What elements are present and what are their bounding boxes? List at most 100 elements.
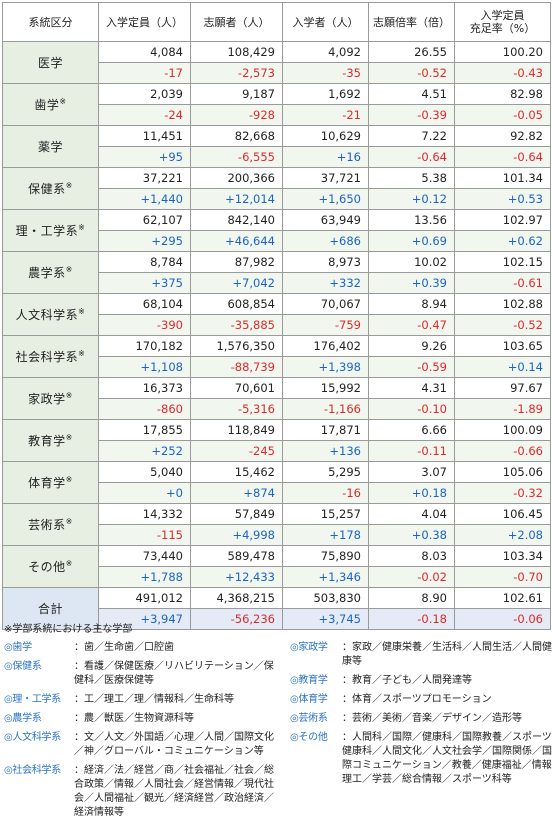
change-cell: -1,166 bbox=[282, 398, 369, 420]
change-cell: -24 bbox=[98, 104, 191, 126]
change-cell: -35,885 bbox=[190, 314, 283, 336]
notes-title: ※学部系統における主な学部 bbox=[4, 624, 133, 635]
value-cell: 503,830 bbox=[282, 587, 369, 609]
change-cell: +7,042 bbox=[190, 272, 283, 294]
note-heading: ◎体育学 bbox=[290, 694, 328, 705]
change-cell: +1,346 bbox=[282, 566, 369, 588]
note-item: ◎芸術系 ：芸術／美術／音楽／デザイン／造形等 bbox=[290, 712, 552, 726]
value-cell: 82.98 bbox=[454, 83, 551, 105]
note-body: ：家政／健康栄養／生活科／人間生活／人間健康等 bbox=[342, 642, 552, 667]
value-cell: 4.04 bbox=[368, 503, 455, 525]
value-cell: 75,890 bbox=[282, 545, 369, 567]
change-cell: -88,739 bbox=[190, 356, 283, 378]
value-cell: 100.20 bbox=[454, 41, 551, 63]
change-cell: +178 bbox=[282, 524, 369, 546]
value-cell: 15,462 bbox=[190, 461, 283, 483]
note-heading: ◎教育学 bbox=[290, 675, 328, 686]
value-cell: 17,871 bbox=[282, 419, 369, 441]
change-cell: -1.89 bbox=[454, 398, 551, 420]
header-applicants: 志願者（人） bbox=[190, 2, 283, 42]
value-cell: 97.67 bbox=[454, 377, 551, 399]
header-fill-rate: 入学定員 充足率（%） bbox=[454, 2, 551, 42]
value-cell: 15,257 bbox=[282, 503, 369, 525]
change-cell: -0.02 bbox=[368, 566, 455, 588]
category-cell: その他※ bbox=[2, 545, 99, 588]
category-cell: 薬学 bbox=[2, 125, 99, 168]
note-body: ：工／理工／理／情報科／生命科等 bbox=[74, 694, 234, 705]
change-cell: -0.64 bbox=[454, 146, 551, 168]
notes-right-column: ◎家政学 ：家政／健康栄養／生活科／人間生活／人間健康等 ◎教育学 ：教育／子ども／人… bbox=[290, 641, 552, 792]
header-fill-rate-line2: 充足率（%） bbox=[469, 22, 536, 35]
change-cell: -56,236 bbox=[190, 608, 283, 630]
footnote-mark: ※ bbox=[65, 517, 73, 526]
category-name: 人文科学系 bbox=[15, 308, 79, 322]
note-item: ◎家政学 ：家政／健康栄養／生活科／人間生活／人間健康等 bbox=[290, 641, 552, 669]
table-row: 教育学※ 17,855 118,849 17,871 6.66 100.09 bbox=[2, 419, 551, 462]
change-cell: -0.66 bbox=[454, 440, 551, 462]
value-cell: 4.51 bbox=[368, 83, 455, 105]
value-cell: 17,855 bbox=[98, 419, 191, 441]
category-name: 合計 bbox=[37, 602, 63, 616]
change-cell: -0.47 bbox=[368, 314, 455, 336]
change-cell: -860 bbox=[98, 398, 191, 420]
total-row: 合計 491,012 4,368,215 503,830 8.90 102.61 bbox=[2, 587, 551, 630]
change-cell: -0.11 bbox=[368, 440, 455, 462]
change-cell: +0.14 bbox=[454, 356, 551, 378]
value-cell: 92.82 bbox=[454, 125, 551, 147]
change-row: -115 +4,998 +178 +0.38 +2.08 bbox=[3, 524, 551, 546]
category-name: 教育学 bbox=[28, 434, 66, 448]
change-cell: -21 bbox=[282, 104, 369, 126]
table-row: 人文科学系※ 68,104 608,854 70,067 8.94 102.88 bbox=[2, 293, 551, 336]
table-row: その他※ 73,440 589,478 75,890 8.03 103.34 bbox=[2, 545, 551, 588]
change-cell: -759 bbox=[282, 314, 369, 336]
footnote-mark: ※ bbox=[78, 349, 86, 358]
change-cell: -245 bbox=[190, 440, 283, 462]
value-cell: 101.34 bbox=[454, 167, 551, 189]
value-cell: 6.66 bbox=[368, 419, 455, 441]
note-item: ◎理・工学系 ：工／理工／理／情報科／生命科等 bbox=[4, 693, 282, 707]
value-cell: 70,067 bbox=[282, 293, 369, 315]
category-cell: 体育学※ bbox=[2, 461, 99, 504]
value-cell: 62,107 bbox=[98, 209, 191, 231]
value-cell: 8.90 bbox=[368, 587, 455, 609]
change-cell: -115 bbox=[98, 524, 191, 546]
change-cell: -0.52 bbox=[454, 314, 551, 336]
change-row: -390 -35,885 -759 -0.47 -0.52 bbox=[3, 314, 551, 336]
footnote-mark: ※ bbox=[65, 265, 73, 274]
change-cell: +12,433 bbox=[190, 566, 283, 588]
note-heading: ◎保健系 bbox=[4, 661, 42, 672]
value-cell: 63,949 bbox=[282, 209, 369, 231]
footnote-mark: ※ bbox=[78, 307, 86, 316]
footnote-mark: ※ bbox=[65, 559, 73, 568]
value-cell: 103.34 bbox=[454, 545, 551, 567]
value-cell: 70,601 bbox=[190, 377, 283, 399]
value-cell: 8.94 bbox=[368, 293, 455, 315]
value-cell: 16,373 bbox=[98, 377, 191, 399]
footnote-mark: ※ bbox=[65, 433, 73, 442]
category-cell: 芸術系※ bbox=[2, 503, 99, 546]
note-item: ◎社会科学系 ：経済／法／経営／商／社会福祉／社会／総合政策／情報／人間社会／経営… bbox=[4, 764, 282, 820]
change-row: +1,108 -88,739 +1,398 -0.59 +0.14 bbox=[3, 356, 551, 378]
value-cell: 491,012 bbox=[98, 587, 191, 609]
value-cell: 103.65 bbox=[454, 335, 551, 357]
table-row: 理・工学系※ 62,107 842,140 63,949 13.56 102.97 bbox=[2, 209, 551, 252]
value-cell: 8.03 bbox=[368, 545, 455, 567]
footnote-mark: ※ bbox=[78, 223, 86, 232]
note-body: ：教育／子ども／人間発達等 bbox=[342, 675, 472, 686]
header-fill-rate-line1: 入学定員 bbox=[480, 9, 525, 22]
value-cell: 589,478 bbox=[190, 545, 283, 567]
change-cell: -390 bbox=[98, 314, 191, 336]
change-cell: +12,014 bbox=[190, 188, 283, 210]
value-cell: 87,982 bbox=[190, 251, 283, 273]
category-cell: 人文科学系※ bbox=[2, 293, 99, 336]
header-capacity: 入学定員（人） bbox=[98, 2, 191, 42]
change-cell: +0 bbox=[98, 482, 191, 504]
footnote-mark: ※ bbox=[59, 97, 67, 106]
change-cell: +136 bbox=[282, 440, 369, 462]
value-cell: 170,182 bbox=[98, 335, 191, 357]
value-cell: 608,854 bbox=[190, 293, 283, 315]
value-cell: 68,104 bbox=[98, 293, 191, 315]
note-heading: ◎人文科学系 bbox=[4, 732, 61, 743]
value-cell: 102.61 bbox=[454, 587, 551, 609]
